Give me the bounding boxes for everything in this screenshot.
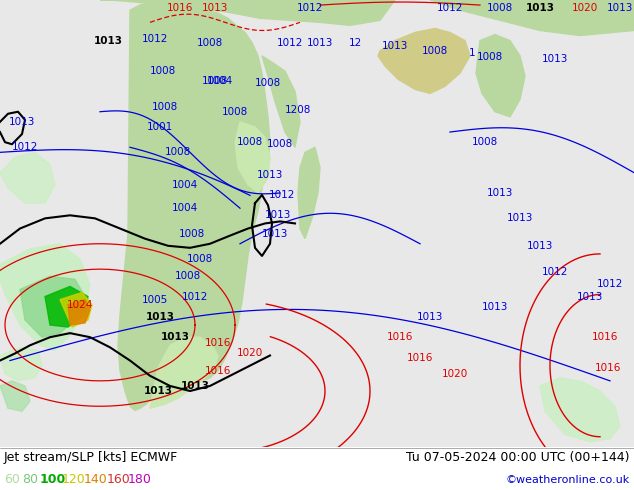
Polygon shape — [45, 287, 88, 327]
Text: 1013: 1013 — [507, 213, 533, 223]
Text: 1016: 1016 — [205, 366, 231, 376]
Polygon shape — [298, 147, 320, 239]
Text: 1008: 1008 — [267, 139, 293, 149]
Polygon shape — [0, 152, 55, 203]
Text: 1013: 1013 — [265, 210, 291, 221]
Text: 1020: 1020 — [572, 3, 598, 13]
Text: 1: 1 — [469, 48, 476, 58]
Text: 1012: 1012 — [142, 34, 168, 44]
Text: 1012: 1012 — [542, 267, 568, 277]
Polygon shape — [378, 28, 470, 94]
Polygon shape — [235, 122, 270, 193]
Text: 1013: 1013 — [143, 386, 172, 396]
Text: 1008: 1008 — [152, 101, 178, 112]
Text: 1013: 1013 — [542, 54, 568, 64]
Text: 1016: 1016 — [387, 332, 413, 342]
Text: 80: 80 — [22, 473, 38, 487]
Text: 1020: 1020 — [442, 369, 468, 379]
Text: 1008: 1008 — [165, 147, 191, 157]
Text: Tu 07-05-2024 00:00 UTC (00+144): Tu 07-05-2024 00:00 UTC (00+144) — [406, 451, 630, 465]
Text: 1020: 1020 — [237, 348, 263, 359]
Text: 1008: 1008 — [197, 38, 223, 48]
Text: 1013: 1013 — [487, 188, 513, 198]
Text: 1008: 1008 — [202, 76, 228, 86]
Text: 1008: 1008 — [477, 52, 503, 62]
Text: 60: 60 — [4, 473, 20, 487]
Text: 1008: 1008 — [422, 46, 448, 56]
Text: 1008: 1008 — [150, 66, 176, 76]
Text: 12: 12 — [348, 38, 361, 48]
Text: 1013: 1013 — [577, 292, 603, 301]
Text: 1012: 1012 — [597, 279, 623, 290]
Text: 1024: 1024 — [67, 300, 93, 310]
Text: 1013: 1013 — [482, 302, 508, 312]
Polygon shape — [20, 276, 85, 337]
Polygon shape — [118, 2, 270, 410]
Polygon shape — [60, 293, 92, 327]
Polygon shape — [0, 381, 30, 411]
Text: 1016: 1016 — [407, 352, 433, 363]
Text: 140: 140 — [84, 473, 108, 487]
Polygon shape — [68, 299, 90, 325]
Text: 1012: 1012 — [182, 292, 208, 301]
Text: 1008: 1008 — [187, 254, 213, 264]
Text: 1004: 1004 — [172, 203, 198, 213]
Text: 1016: 1016 — [595, 363, 621, 373]
Text: 1013: 1013 — [93, 36, 122, 46]
Text: 1012: 1012 — [12, 142, 38, 152]
Text: Jet stream/SLP [kts] ECMWF: Jet stream/SLP [kts] ECMWF — [4, 451, 178, 465]
Text: 160: 160 — [107, 473, 131, 487]
Text: 1008: 1008 — [472, 137, 498, 147]
Text: 1008: 1008 — [487, 3, 513, 13]
Text: 1008: 1008 — [179, 229, 205, 239]
Text: 1005: 1005 — [142, 294, 168, 305]
Text: 180: 180 — [128, 473, 152, 487]
Text: 1012: 1012 — [437, 3, 463, 13]
Text: 1008: 1008 — [255, 78, 281, 88]
Text: 1008: 1008 — [222, 107, 248, 117]
Text: 1016: 1016 — [167, 3, 193, 13]
Polygon shape — [0, 244, 90, 350]
Text: 1013: 1013 — [181, 381, 209, 391]
Polygon shape — [150, 337, 218, 408]
Text: ©weatheronline.co.uk: ©weatheronline.co.uk — [506, 475, 630, 485]
Polygon shape — [262, 56, 300, 147]
Text: 1208: 1208 — [285, 105, 311, 115]
Text: 1012: 1012 — [277, 38, 303, 48]
Polygon shape — [0, 347, 42, 381]
Text: 1008: 1008 — [237, 137, 263, 147]
Text: 1013: 1013 — [160, 332, 190, 342]
Text: 1013: 1013 — [145, 312, 174, 322]
Polygon shape — [476, 34, 525, 117]
Text: 1013: 1013 — [527, 241, 553, 251]
Polygon shape — [100, 0, 395, 25]
Text: 100: 100 — [40, 473, 66, 487]
Text: 1016: 1016 — [592, 332, 618, 342]
Polygon shape — [430, 0, 634, 36]
Text: 1013: 1013 — [257, 170, 283, 180]
Text: 1013: 1013 — [417, 312, 443, 322]
Text: 1008: 1008 — [175, 271, 201, 281]
Text: 1001: 1001 — [147, 122, 173, 132]
Text: 1016: 1016 — [205, 338, 231, 348]
Polygon shape — [540, 378, 620, 442]
Text: 1004: 1004 — [207, 76, 233, 86]
Text: 1013: 1013 — [9, 117, 36, 127]
Text: 1013: 1013 — [607, 3, 633, 13]
Text: 1012: 1012 — [297, 3, 323, 13]
Text: 1013: 1013 — [307, 38, 333, 48]
Text: 1012: 1012 — [269, 190, 295, 200]
Text: 120: 120 — [62, 473, 86, 487]
Text: 1013: 1013 — [526, 3, 555, 13]
Text: 1013: 1013 — [202, 3, 228, 13]
Text: 1004: 1004 — [172, 180, 198, 190]
Text: 1013: 1013 — [382, 41, 408, 50]
Text: 1013: 1013 — [262, 229, 288, 239]
